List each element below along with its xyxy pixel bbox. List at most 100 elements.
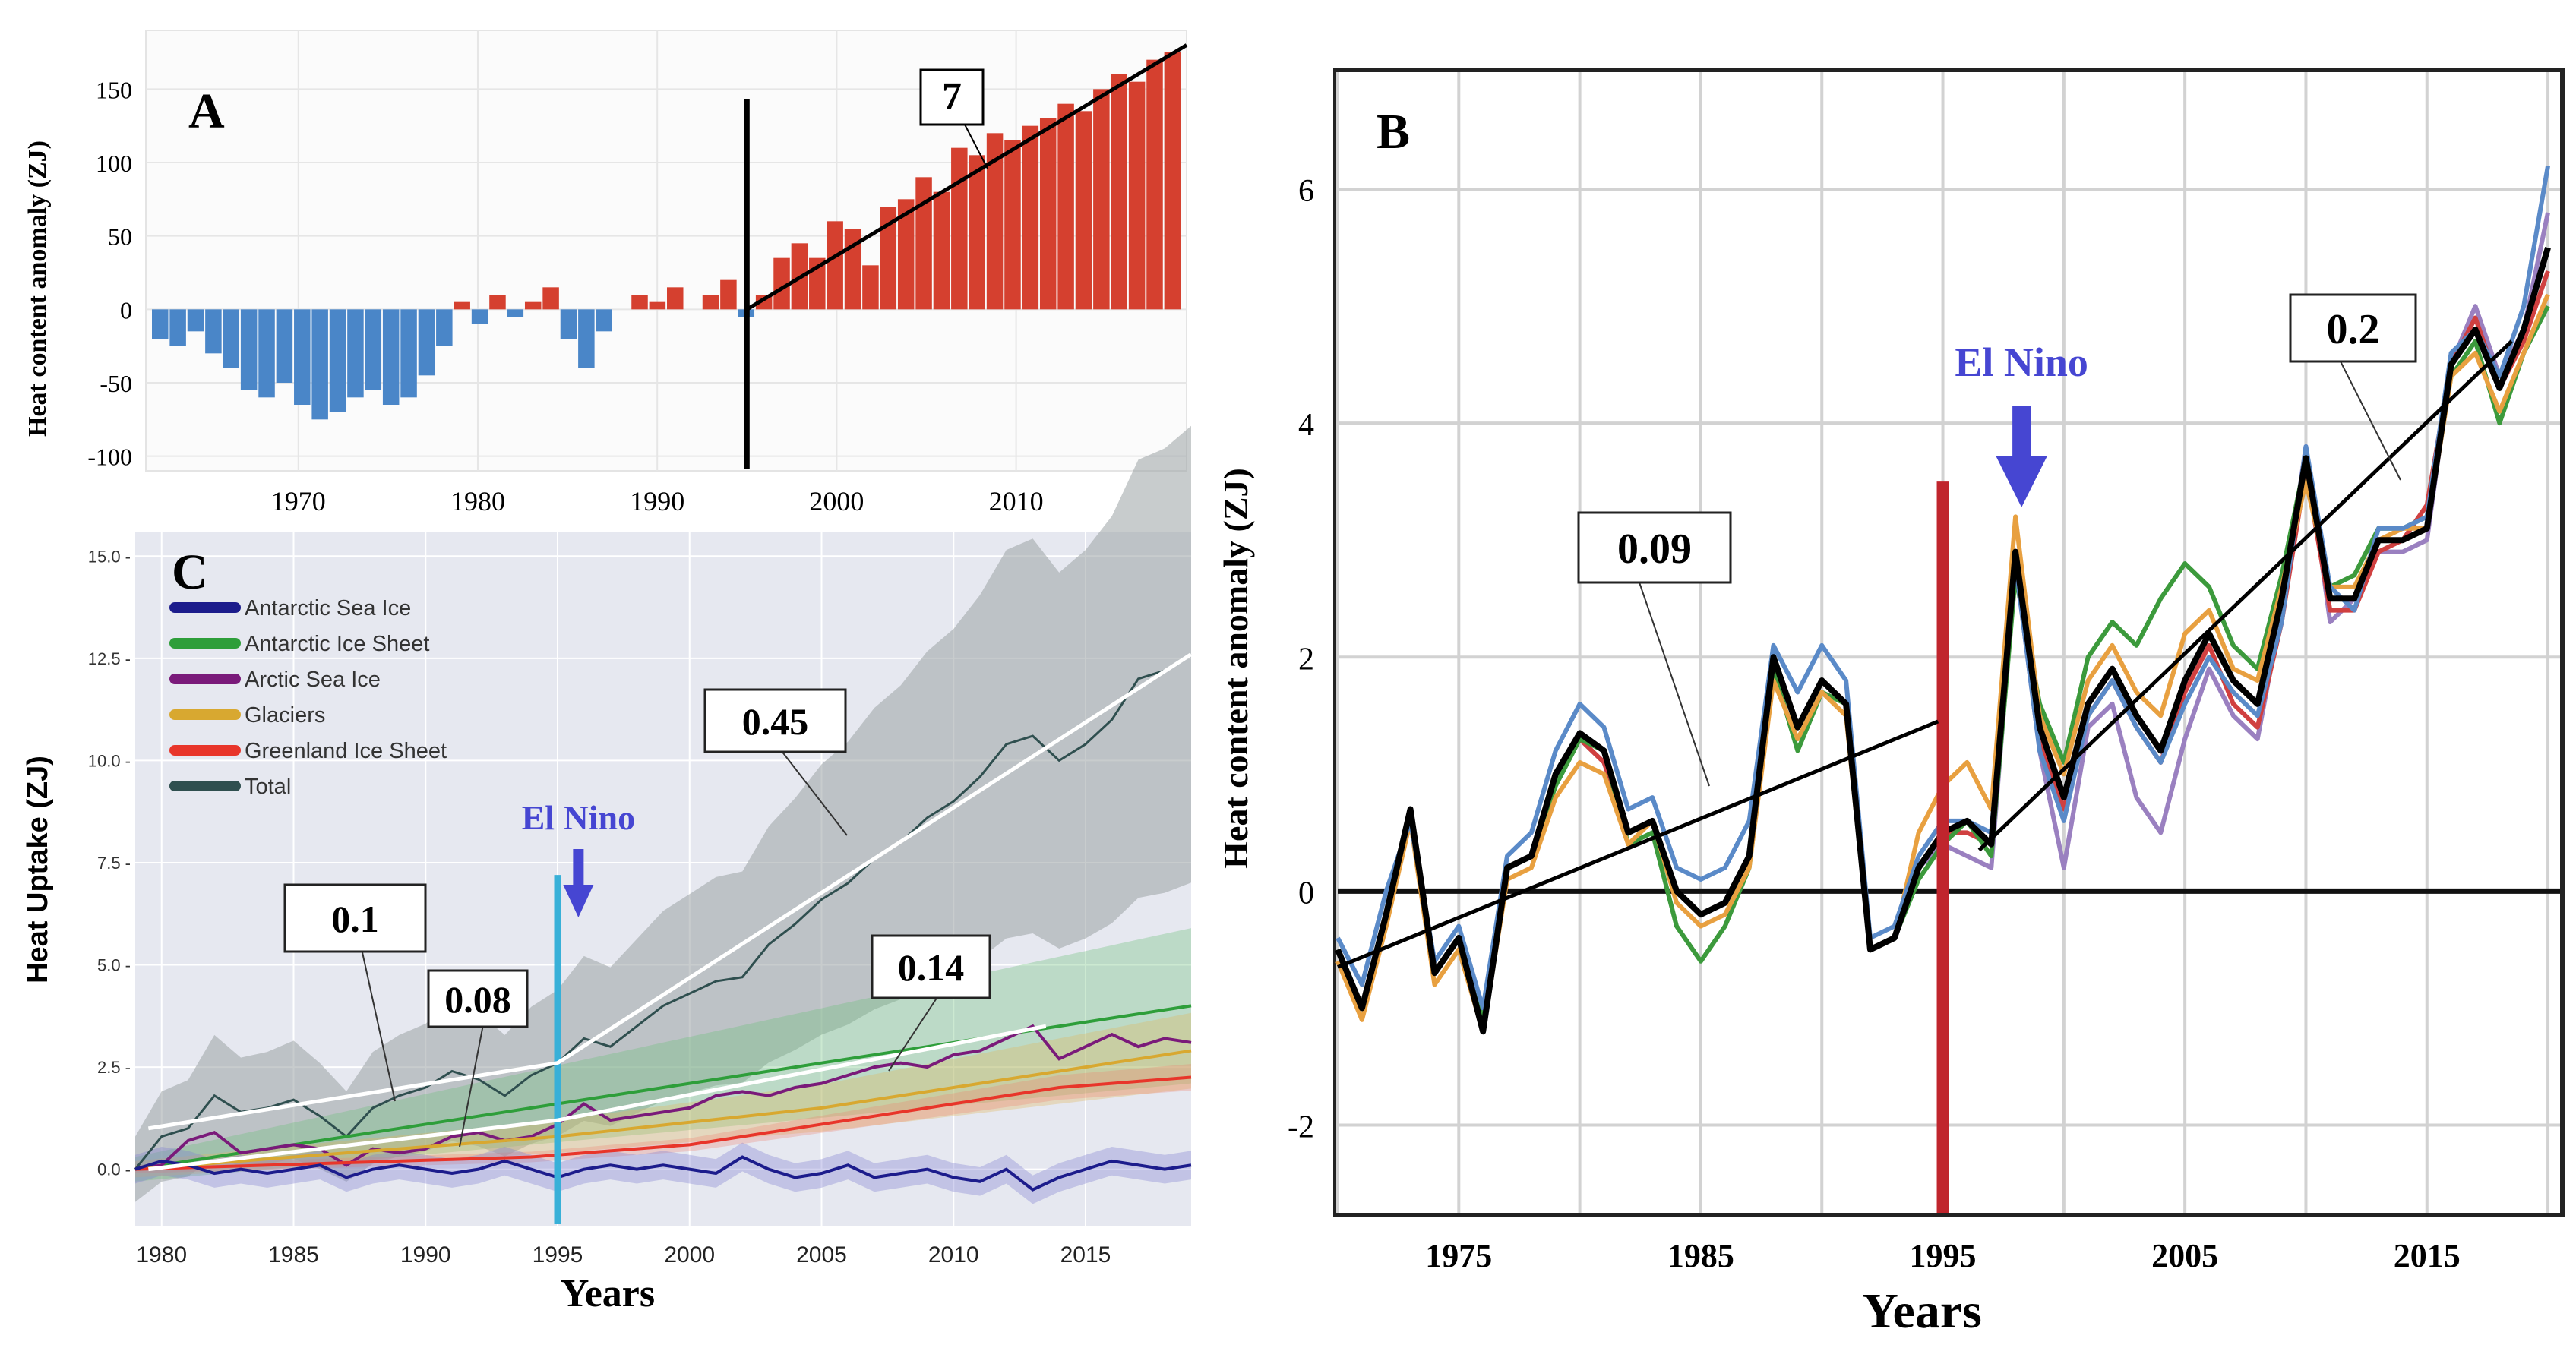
- b-y-tick: 0: [1298, 876, 1314, 911]
- c-series-line: [134, 653, 1192, 1170]
- c-x-tick: 2000: [664, 1242, 715, 1267]
- a-bar: [454, 301, 470, 310]
- a-bar: [471, 309, 488, 324]
- b-y-tick: 4: [1298, 408, 1314, 443]
- c-trend-label-box: [871, 934, 991, 999]
- c-uncertainty-band: [135, 1142, 1191, 1204]
- c-legend-label: Total: [245, 775, 291, 799]
- a-bar: [951, 147, 968, 310]
- c-legend-label: Glaciers: [245, 703, 325, 728]
- b-y-tick: 6: [1298, 174, 1314, 209]
- c-x-tick: 1980: [136, 1242, 187, 1267]
- b-el-nino-label: El Nino: [1955, 339, 2088, 385]
- a-bar: [489, 295, 506, 310]
- a-bar: [1004, 140, 1021, 310]
- a-bar: [1128, 81, 1146, 310]
- a-bar: [240, 309, 258, 390]
- a-bar: [1164, 52, 1181, 310]
- c-y-tick: 7.5 -: [97, 854, 131, 873]
- c-trend-label-box: [427, 969, 529, 1028]
- a-bar: [560, 309, 577, 339]
- c-legend-label: Antarctic Ice Sheet: [245, 632, 429, 656]
- c-trend-label: 0.45: [742, 700, 809, 743]
- b-trend-label: 0.2: [2327, 306, 2380, 353]
- c-trend-label: 0.1: [331, 898, 379, 940]
- a-bar: [880, 207, 897, 310]
- a-x-tick: 1990: [630, 486, 684, 516]
- a-bar: [702, 295, 719, 310]
- a-bar: [365, 309, 382, 390]
- b-trend-label-box: [1577, 511, 1732, 584]
- a-bar: [933, 191, 950, 310]
- c-trend-line: [557, 1024, 1047, 1122]
- c-legend-label: Greenland Ice Sheet: [245, 739, 447, 763]
- c-series-line: [134, 1049, 1192, 1171]
- c-uncertainty-band: [135, 1012, 1191, 1178]
- c-legend-label: Arctic Sea Ice: [245, 668, 381, 692]
- c-trend-line: [147, 1061, 558, 1131]
- a-bar: [329, 309, 346, 412]
- b-trend-line: [1977, 339, 2514, 852]
- b-x-tick: 2015: [2394, 1237, 2461, 1274]
- a-bar: [897, 199, 915, 310]
- a-bar: [223, 309, 240, 368]
- a-bar: [1039, 118, 1057, 310]
- c-trend-line: [556, 652, 1193, 1065]
- a-bar: [1057, 103, 1074, 310]
- b-y-axis-label: Heat content anomaly (ZJ): [1216, 468, 1255, 869]
- c-trend-label: 0.08: [444, 978, 511, 1021]
- c-trend-label: 0.14: [898, 946, 965, 989]
- c-series-line: [134, 1155, 1192, 1192]
- a-bar: [1022, 125, 1039, 310]
- a-panel-label: A: [188, 84, 225, 139]
- b-x-tick: 1985: [1667, 1237, 1734, 1274]
- a-bar: [862, 265, 879, 310]
- c-y-tick: 12.5 -: [88, 649, 131, 668]
- c-uncertainty-band: [135, 425, 1191, 1202]
- b-trend-line: [1337, 719, 1939, 969]
- a-bar: [596, 309, 612, 332]
- a-bar: [294, 309, 311, 405]
- c-panel-label: C: [172, 545, 208, 600]
- a-x-tick: 2010: [989, 486, 1044, 516]
- a-bar: [969, 155, 985, 310]
- b-x-axis-label: Years: [1862, 1283, 1982, 1339]
- a-x-tick: 1970: [271, 486, 326, 516]
- c-el-nino-label: El Nino: [522, 798, 636, 837]
- b-x-tick: 1995: [1910, 1237, 1977, 1274]
- a-y-tick: -50: [100, 370, 132, 397]
- a-bar: [1093, 89, 1110, 310]
- c-x-tick: 2005: [796, 1242, 847, 1267]
- c-y-tick: 5.0 -: [97, 956, 131, 975]
- a-bar: [382, 309, 400, 405]
- a-x-tick: 2000: [809, 486, 864, 516]
- panel-c: 15.0 - 12.5 - 10.0 - 7.5 - 5.0 - 2.5 - 0.0 - 1…: [22, 425, 1193, 1315]
- a-y-tick: 50: [108, 223, 132, 251]
- a-x-tick: 1980: [450, 486, 505, 516]
- a-bar: [311, 309, 328, 420]
- b-el-nino-arrow-icon: [1996, 406, 2048, 507]
- b-x-tick: 2005: [2151, 1237, 2218, 1274]
- b-y-tick: -2: [1288, 1110, 1314, 1144]
- a-bar: [827, 221, 843, 310]
- a-bar: [631, 295, 648, 310]
- a-bar: [667, 287, 684, 310]
- a-bar: [187, 309, 204, 332]
- a-bar: [578, 309, 595, 368]
- a-y-tick: 150: [96, 76, 132, 103]
- a-bar: [1075, 111, 1092, 310]
- c-x-tick: 2010: [928, 1242, 979, 1267]
- b-y-tick: 2: [1298, 642, 1314, 677]
- a-bar: [986, 133, 1004, 310]
- a-bar: [524, 301, 542, 310]
- a-bar: [258, 309, 275, 398]
- a-bar: [418, 309, 435, 376]
- c-legend-label: Antarctic Sea Ice: [245, 596, 411, 620]
- c-x-tick: 2015: [1060, 1242, 1111, 1267]
- a-bar: [1111, 74, 1127, 310]
- a-trend-line: [746, 43, 1188, 311]
- a-bar: [507, 309, 524, 317]
- a-bar: [152, 309, 169, 339]
- c-trend-line: [148, 1118, 558, 1172]
